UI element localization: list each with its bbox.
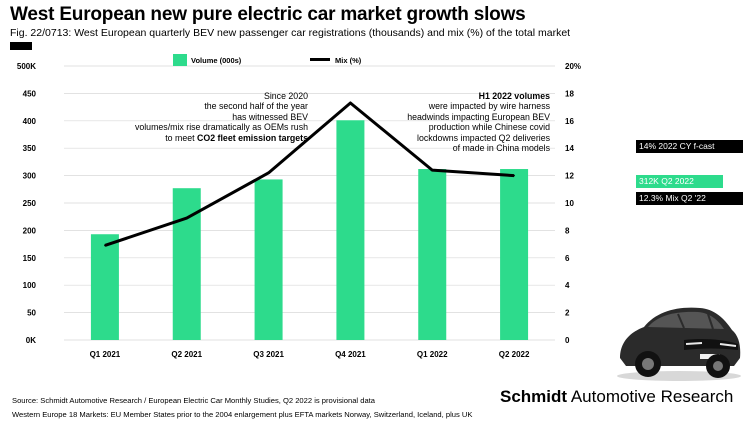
mix-point [185,217,188,219]
annotation-right-title: H1 2022 volumes [478,91,550,101]
callout-forecast: 14% 2022 CY f-cast [636,140,743,153]
car-illustration [617,307,741,381]
y-left-tick-label: 50 [27,309,36,318]
legend-black-mark [10,42,32,50]
y-left-tick-label: 450 [23,89,37,98]
mix-point [267,172,270,174]
mix-point [349,102,352,104]
mix-point [104,244,106,247]
annotation-left-line: Since 2020 [263,91,308,101]
y-left-tick-label: 350 [23,144,37,153]
mix-line [104,101,515,247]
bar-q4-2021 [336,120,365,340]
legend-label-mix: Mix (%) [335,56,362,65]
annotation-left-line: to meet CO2 fleet emission targets [135,133,308,143]
legend-swatch-mix [310,58,330,61]
brand-logo-text: Schmidt Automotive Research [500,387,733,407]
chart-title: West European new pure electric car mark… [10,4,526,25]
annotation-right-line: of made in China models [452,143,550,154]
mix-point [513,174,515,177]
source-note: Source: Schmidt Automotive Research / Eu… [12,396,375,405]
annotation-right: H1 2022 volumes were impacted by wire ha… [407,91,550,153]
x-tick-label: Q1 2022 [417,350,448,359]
y-right-tick-label: 6 [565,254,570,263]
annotation-right-line: lockdowns impacted Q2 deliveries [417,132,550,143]
y-right-tick-label: 16 [565,117,574,126]
brand-bold: Schmidt [500,387,568,406]
y-left-tick-label: 300 [23,172,37,181]
legend-swatch-volume [173,54,187,66]
annotation-right-line: headwinds impacting European BEV [407,111,550,122]
y-left-tick-label: 100 [23,281,37,290]
callout-q2-volume: 312K Q2 2022 [636,175,723,188]
x-tick-label: Q3 2021 [253,350,284,359]
y-right-tick-label: 8 [565,226,570,235]
brand-rest: Automotive Research [567,387,734,406]
annotation-left-line: has witnessed BEV [232,111,308,122]
markets-footnote: Western Europe 18 Markets: EU Member Sta… [12,410,473,419]
x-tick-label: Q2 2021 [171,350,202,359]
annotation-right-line: production while Chinese covid [428,122,550,133]
y-left-tick-label: 500K [17,62,36,71]
y-right-tick-label: 20% [565,62,581,71]
y-right-tick-label: 12 [565,172,574,181]
annotation-right-line: were impacted by wire harness [428,101,550,112]
y-right-tick-label: 4 [565,281,570,290]
mix-point [431,169,434,171]
annotation-left: Since 2020 the second half of the year h… [135,91,308,143]
y-right-tick-label: 18 [565,89,574,98]
y-right-tick-label: 2 [565,309,570,318]
x-tick-label: Q4 2021 [335,350,366,359]
x-tick-label: Q2 2022 [499,350,530,359]
callout-q2-mix: 12.3% Mix Q2 '22 [636,192,743,205]
y-right-tick-label: 14 [565,144,574,153]
annotation-left-bold: CO2 fleet emission targets [197,132,308,143]
y-left-tick-label: 150 [23,254,37,263]
y-left-tick-label: 250 [23,199,37,208]
annotation-left-prefix: to meet [165,132,198,143]
annotation-left-line: the second half of the year [204,101,308,112]
bar-q1-2022 [418,169,447,340]
x-tick-label: Q1 2021 [90,350,121,359]
bar-q1-2021 [90,234,119,340]
annotation-left-line: volumes/mix rise dramatically as OEMs ru… [134,122,308,133]
y-right-tick-label: 10 [565,199,574,208]
y-left-tick-label: 200 [23,226,37,235]
bar-q2-2022 [500,169,529,340]
bar-q3-2021 [254,179,283,340]
legend-label-volume: Volume (000s) [191,56,242,65]
y-right-tick-label: 0 [565,336,570,345]
chart-subtitle: Fig. 22/0713: West European quarterly BE… [10,27,571,39]
y-left-tick-label: 400 [23,117,37,126]
y-left-tick-label: 0K [26,336,36,345]
